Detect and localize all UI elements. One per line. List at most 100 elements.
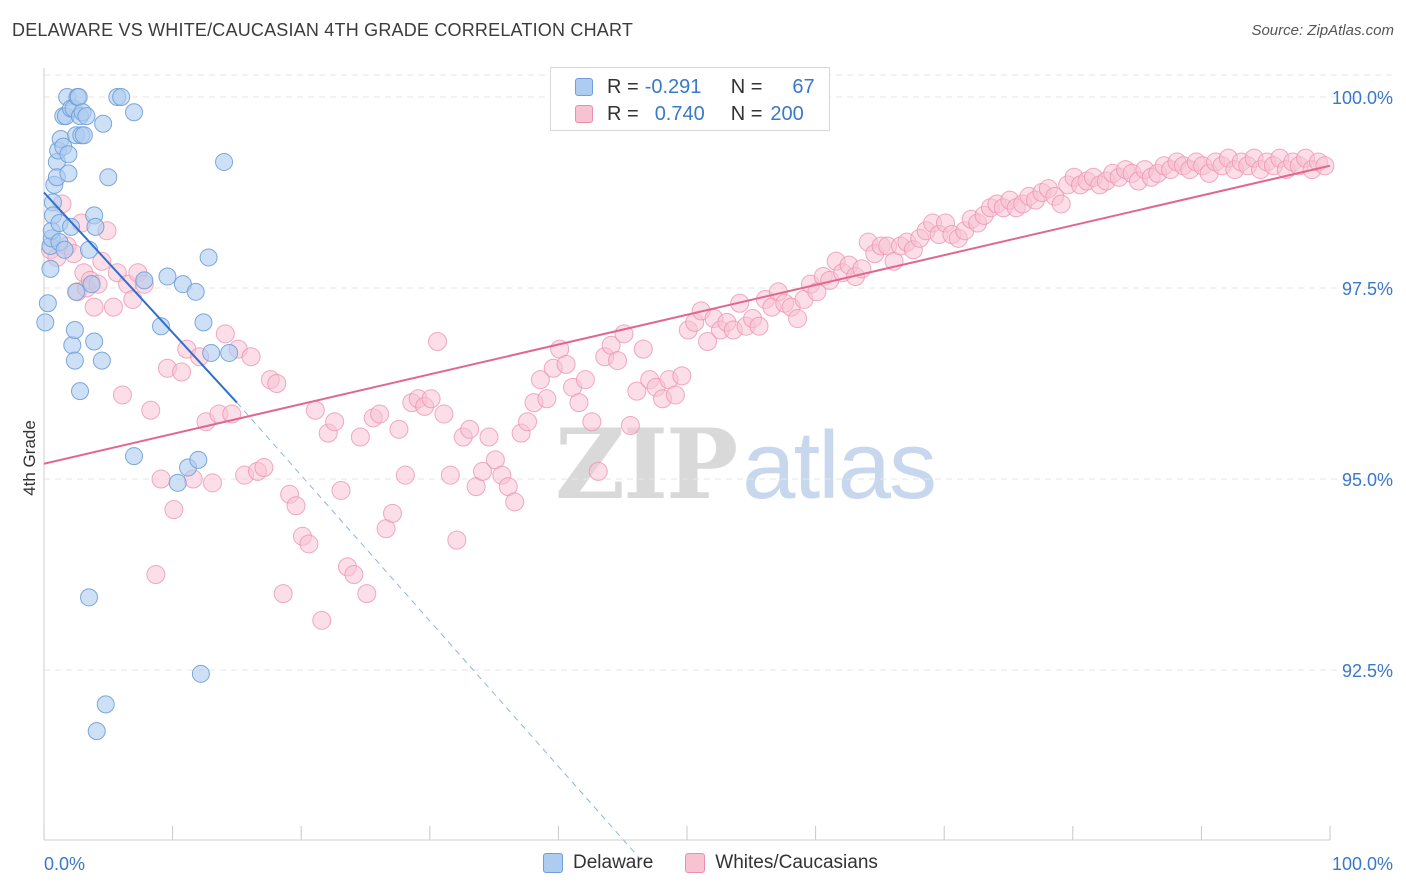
point-whites	[479, 427, 499, 447]
point-whites	[473, 461, 493, 481]
legend-n-label: N =	[730, 102, 763, 125]
point-delaware	[168, 473, 187, 492]
point-whites	[267, 374, 287, 393]
point-whites	[505, 492, 525, 512]
point-whites	[575, 370, 595, 390]
x-tick-label: 0.0%	[44, 854, 85, 874]
point-whites	[460, 419, 480, 439]
point-delaware	[55, 240, 74, 259]
point-whites	[312, 610, 332, 630]
point-delaware	[92, 351, 111, 370]
point-whites	[344, 565, 364, 584]
point-whites	[241, 347, 261, 367]
watermark: ZIPatlas	[555, 408, 937, 521]
point-delaware	[220, 343, 239, 362]
point-whites	[588, 461, 608, 481]
legend-row-whites: R = 0.740 N = 200	[551, 100, 804, 128]
trendline-delaware-extension	[236, 402, 643, 862]
point-whites	[305, 400, 325, 420]
point-whites	[350, 427, 370, 447]
point-delaware	[112, 88, 131, 106]
point-whites	[92, 251, 112, 271]
point-whites	[146, 565, 166, 584]
point-delaware	[215, 152, 234, 171]
point-whites	[164, 500, 184, 520]
y-tick-label: 97.5%	[1342, 279, 1393, 299]
point-delaware	[71, 382, 90, 401]
legend-swatch-delaware	[543, 853, 563, 873]
legend-r-label: R =	[607, 75, 639, 98]
point-whites	[749, 316, 769, 336]
point-whites	[202, 473, 222, 493]
point-delaware	[94, 114, 113, 133]
point-delaware	[59, 164, 78, 183]
point-delaware	[186, 282, 205, 301]
series-legend-delaware[interactable]: Delaware	[543, 852, 653, 874]
point-whites	[698, 331, 718, 351]
point-delaware	[199, 248, 218, 267]
point-delaware	[194, 313, 213, 332]
source-credit: Source: ZipAtlas.com	[1251, 22, 1394, 39]
point-whites	[273, 584, 293, 604]
point-whites	[395, 465, 415, 485]
y-tick-label: 100.0%	[1332, 88, 1393, 108]
point-whites	[569, 393, 589, 413]
legend-r-value: -0.291	[644, 75, 702, 98]
point-whites	[325, 412, 345, 432]
point-whites	[112, 385, 132, 405]
y-tick-label: 95.0%	[1342, 470, 1393, 490]
legend-n-value: 200	[770, 102, 804, 125]
point-whites	[389, 419, 409, 439]
point-whites	[299, 534, 319, 554]
points-layer	[36, 88, 1335, 741]
point-delaware	[67, 282, 86, 301]
series-legend: Delaware Whites/Caucasians	[543, 852, 910, 874]
point-delaware	[202, 343, 221, 362]
y-tick-label: 92.5%	[1342, 661, 1393, 681]
point-whites	[141, 400, 161, 420]
trendline-whites	[43, 164, 1331, 465]
point-delaware	[80, 588, 99, 607]
point-delaware	[82, 275, 101, 294]
watermark-atlas: atlas	[742, 412, 937, 519]
point-whites	[84, 297, 104, 317]
point-whites	[620, 416, 640, 436]
point-whites	[665, 385, 685, 405]
legend-n-label: N =	[730, 75, 763, 98]
label-layer: 100.0% 97.5% 95.0% 92.5% 0.0% 100.0% 4th Grade	[20, 88, 1393, 874]
point-whites	[627, 381, 647, 401]
point-delaware	[62, 217, 81, 236]
point-delaware	[65, 351, 84, 370]
point-delaware	[135, 271, 154, 290]
legend-swatch-delaware	[575, 78, 593, 96]
point-delaware	[69, 88, 88, 106]
point-whites	[370, 404, 390, 424]
point-whites	[215, 324, 235, 344]
point-delaware	[41, 259, 60, 278]
point-whites	[151, 469, 171, 489]
point-whites	[331, 480, 351, 500]
point-delaware	[80, 240, 99, 259]
y-axis-title: 4th Grade	[20, 420, 39, 496]
series-legend-whites[interactable]: Whites/Caucasians	[685, 852, 878, 874]
point-whites	[530, 370, 550, 390]
point-whites	[608, 351, 628, 371]
point-whites	[614, 324, 634, 344]
legend-r-label: R =	[607, 102, 639, 125]
point-whites	[788, 309, 808, 329]
point-whites	[556, 354, 576, 374]
point-delaware	[125, 103, 144, 122]
legend-swatch-whites	[575, 105, 593, 123]
point-whites	[357, 584, 377, 604]
point-whites	[518, 412, 538, 432]
series-legend-label: Delaware	[573, 852, 654, 873]
trend-layer	[43, 164, 1331, 862]
point-delaware	[99, 168, 118, 187]
point-delaware	[65, 321, 84, 340]
point-whites	[1315, 156, 1335, 176]
point-whites	[582, 412, 602, 432]
point-whites	[421, 389, 441, 409]
point-delaware	[63, 336, 82, 355]
point-delaware	[77, 107, 96, 126]
